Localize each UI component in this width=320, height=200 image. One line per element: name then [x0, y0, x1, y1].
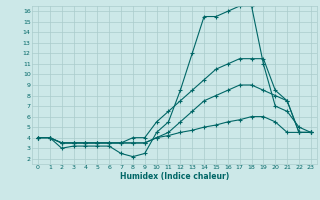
X-axis label: Humidex (Indice chaleur): Humidex (Indice chaleur) [120, 172, 229, 181]
